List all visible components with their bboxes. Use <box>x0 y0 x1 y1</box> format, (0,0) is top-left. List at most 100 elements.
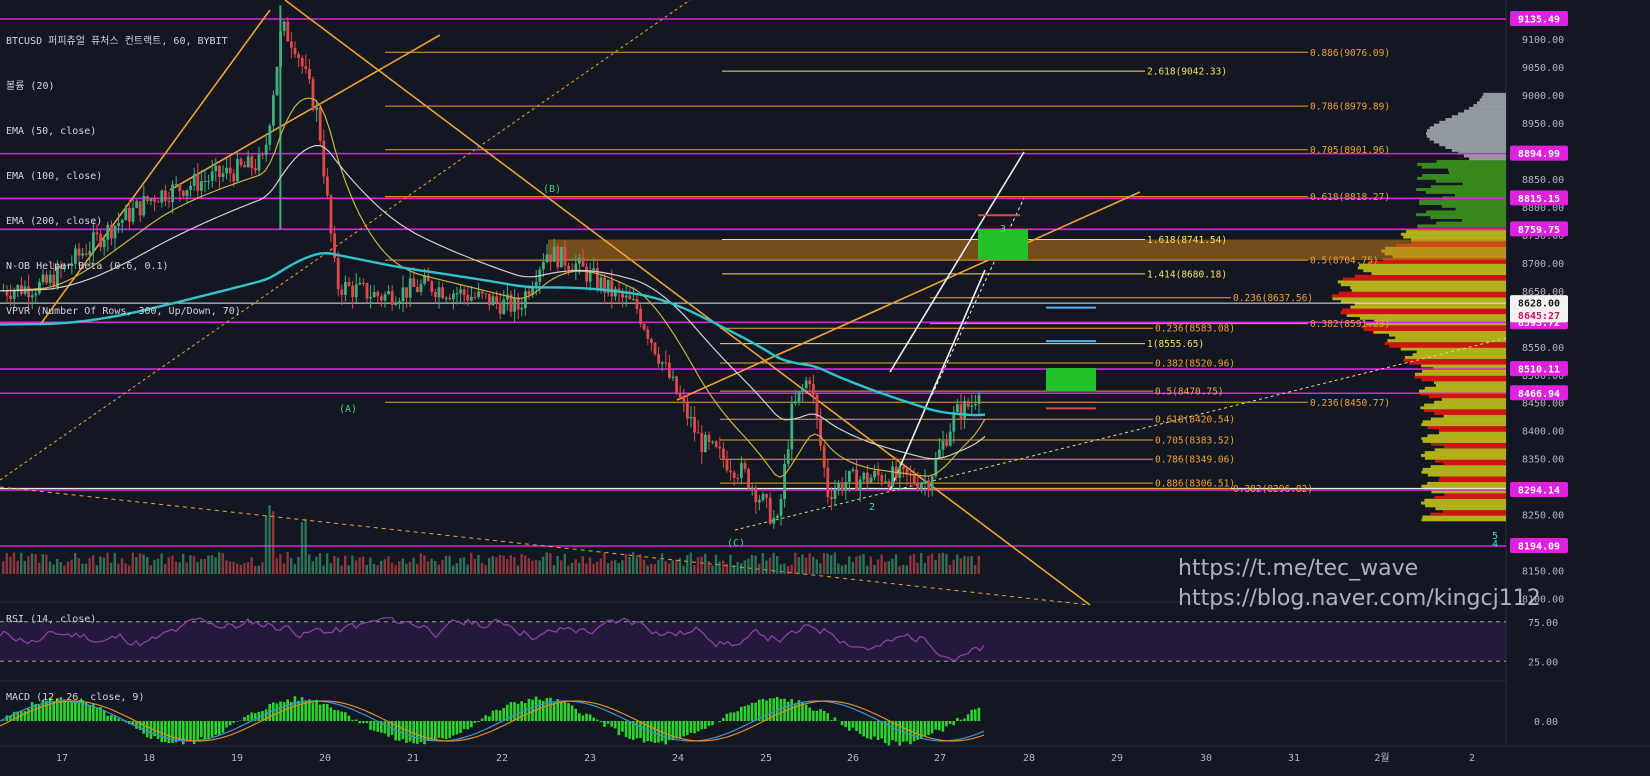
volume-bar <box>441 560 443 574</box>
candle-body <box>675 377 678 394</box>
candle-body <box>967 401 970 407</box>
candle-body <box>949 432 952 446</box>
macd-hist-bar <box>52 702 55 721</box>
candle-body <box>524 291 527 308</box>
vp-bar <box>1341 300 1506 303</box>
vp-bar <box>1427 129 1506 132</box>
legend-nob-helper[interactable]: N-OB Helper Beta (0.6, 0.1) <box>6 259 241 274</box>
macd-hist-bar <box>549 698 552 721</box>
vp-bar <box>1434 401 1506 404</box>
macd-hist-bar <box>618 721 621 735</box>
candle-body <box>801 388 804 392</box>
macd-hist-bar <box>416 721 419 744</box>
macd-hist-bar <box>142 721 145 734</box>
fib-label: 0.886(8306.51) <box>1155 479 1235 490</box>
candle-body <box>960 404 963 419</box>
volume-bar <box>618 563 620 574</box>
volume-bar <box>801 555 803 574</box>
macd-hist-bar <box>319 705 322 721</box>
vp-bar <box>1431 443 1506 446</box>
candle-body <box>337 258 340 289</box>
candle-body <box>891 466 894 486</box>
vp-bar <box>1421 423 1506 426</box>
macd-hist-bar <box>564 702 567 721</box>
candle-body <box>445 298 448 299</box>
volume-bar <box>844 565 846 574</box>
candle-body <box>405 287 408 297</box>
macd-hist-bar <box>733 712 736 721</box>
candle-body <box>355 284 358 297</box>
macd-hist-bar <box>218 721 221 735</box>
volume-bar <box>549 553 551 574</box>
candle-body <box>553 247 556 262</box>
candle-body <box>643 324 646 330</box>
volume-bar <box>906 565 908 574</box>
volume-bar <box>24 561 26 574</box>
volume-bar <box>643 560 645 574</box>
level-price-tag: 9135.49 <box>1518 15 1560 26</box>
volume-bar <box>942 553 944 574</box>
candle-body <box>970 405 973 406</box>
candle-body <box>326 177 329 196</box>
legend-ema50[interactable]: EMA (50, close) <box>6 124 241 139</box>
volume-bar <box>146 557 148 574</box>
volume-bar <box>376 565 378 574</box>
candle-body <box>826 468 829 497</box>
volume-bar <box>268 505 270 574</box>
macd-hist-bar <box>679 721 682 738</box>
legend-vpvr[interactable]: VPVR (Number Of Rows, 300, Up/Down, 70) <box>6 304 241 319</box>
legend-ema100[interactable]: EMA (100, close) <box>6 169 241 184</box>
vp-bar <box>1435 448 1506 451</box>
vp-bar <box>1417 350 1506 353</box>
vp-bar <box>1421 502 1506 505</box>
legend-ema200[interactable]: EMA (200, close) <box>6 214 241 229</box>
volume-bar <box>610 561 612 574</box>
volume-bar <box>686 555 688 574</box>
volume-bar <box>895 554 897 574</box>
volume-bar <box>283 563 285 574</box>
symbol-title[interactable]: BTCUSD 퍼피츄얼 퓨처스 컨트랙트, 60, BYBIT <box>6 34 241 49</box>
price-countdown-tag: 8645:27 <box>1518 311 1560 322</box>
macd-pane-label[interactable]: MACD (12, 26, close, 9) <box>6 692 144 703</box>
macd-hist-bar <box>974 709 977 721</box>
volume-bar <box>294 564 296 574</box>
volume-bar <box>243 563 245 574</box>
macd-hist-bar <box>373 721 376 731</box>
vp-bar <box>1436 180 1506 183</box>
vp-bar <box>1439 479 1506 482</box>
candle-body <box>704 435 707 452</box>
volume-bar <box>448 556 450 574</box>
rsi-pane-label[interactable]: RSI (14, close) <box>6 614 96 625</box>
candle-body <box>351 286 354 297</box>
candle-body <box>420 284 423 292</box>
candle-body <box>729 471 732 473</box>
legend-volume[interactable]: 볼륨 (20) <box>6 79 241 94</box>
macd-hist-bar <box>315 700 318 721</box>
volume-bar <box>816 559 818 574</box>
macd-hist-bar <box>848 721 851 731</box>
volume-bar <box>20 553 22 574</box>
fib-label: 1.618(8741.54) <box>1147 235 1227 246</box>
volume-bar <box>351 556 353 574</box>
volume-bar <box>369 558 371 574</box>
volume-bar <box>654 564 656 574</box>
volume-bar <box>913 554 915 574</box>
macd-hist-bar <box>942 721 945 732</box>
vp-bar <box>1430 138 1506 141</box>
volume-bar <box>664 561 666 574</box>
candle-body <box>754 488 757 503</box>
candle-body <box>859 480 862 491</box>
macd-hist-bar <box>538 700 541 721</box>
candle-body <box>913 475 916 483</box>
macd-hist-bar <box>117 718 120 721</box>
volume-bar <box>690 553 692 574</box>
macd-hist-bar <box>322 704 325 721</box>
price-tick-label: 9000.00 <box>1522 91 1564 102</box>
vp-bar <box>1355 275 1506 278</box>
volume-bar <box>322 566 324 574</box>
macd-hist-bar <box>585 714 588 721</box>
fib-label: 0.705(8383.52) <box>1155 435 1235 446</box>
candle-body <box>682 397 685 401</box>
